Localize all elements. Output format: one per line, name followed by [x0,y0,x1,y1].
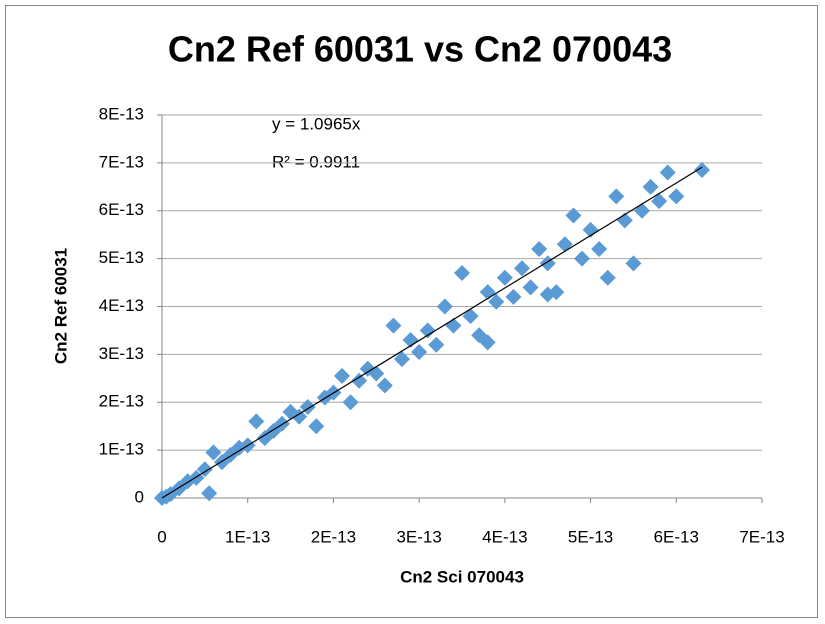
data-point [196,461,213,478]
y-tick-label: 2E-13 [99,392,144,411]
data-point [342,394,359,411]
data-point [514,260,530,277]
data-point [574,250,590,267]
x-tick-label: 3E-13 [396,527,441,546]
y-tick-label: 8E-13 [99,104,144,123]
data-point [599,269,616,286]
x-tick-label: 4E-13 [482,527,527,546]
data-point [308,418,325,435]
data-point [659,164,676,181]
x-tick-label: 2E-13 [311,527,356,546]
x-tick-label: 1E-13 [225,527,270,546]
data-point [291,408,308,425]
data-point [428,336,445,353]
data-point [565,207,582,224]
data-point [454,264,470,281]
data-point [651,193,668,210]
data-point [394,351,410,368]
data-point [479,334,496,351]
data-point [608,188,625,205]
data-point [548,284,565,301]
data-point [205,444,222,461]
data-point [419,322,436,339]
y-tick-label: 7E-13 [99,152,144,171]
data-point [522,279,539,296]
y-tick-label: 1E-13 [99,440,144,459]
y-tick-label: 6E-13 [99,200,144,219]
chart-border [5,5,818,618]
trendline [161,166,703,499]
data-point [591,241,608,258]
data-point [334,367,350,384]
data-point [531,241,548,258]
trendline-r-squared: R² = 0.9911 [272,152,360,171]
data-point [248,413,265,430]
data-point [582,221,599,238]
data-point [496,269,513,286]
data-point [625,255,642,272]
y-tick-label: 0 [135,487,144,506]
x-tick-label: 5E-13 [568,527,613,546]
data-point [201,485,218,502]
data-point [668,188,685,205]
data-point [488,293,505,310]
data-point [376,377,393,394]
y-tick-label: 5E-13 [99,248,144,267]
data-point [436,298,453,315]
y-axis-title: Cn2 Ref 60031 [51,248,70,364]
data-point [694,162,710,179]
y-tick-label: 3E-13 [99,344,144,363]
x-tick-label: 7E-13 [739,527,784,546]
trendline-equation: y = 1.0965x [272,114,361,133]
data-point [274,415,290,432]
x-tick-label: 0 [157,527,166,546]
x-tick-label: 6E-13 [654,527,699,546]
x-axis-title: Cn2 Sci 070043 [400,567,524,586]
data-point [351,372,368,389]
data-point [642,178,659,195]
data-point [411,343,428,360]
data-point [385,317,402,334]
data-point [505,288,522,305]
chart-title: Cn2 Ref 60031 vs Cn2 070043 [168,29,672,70]
y-tick-label: 4E-13 [99,296,144,315]
